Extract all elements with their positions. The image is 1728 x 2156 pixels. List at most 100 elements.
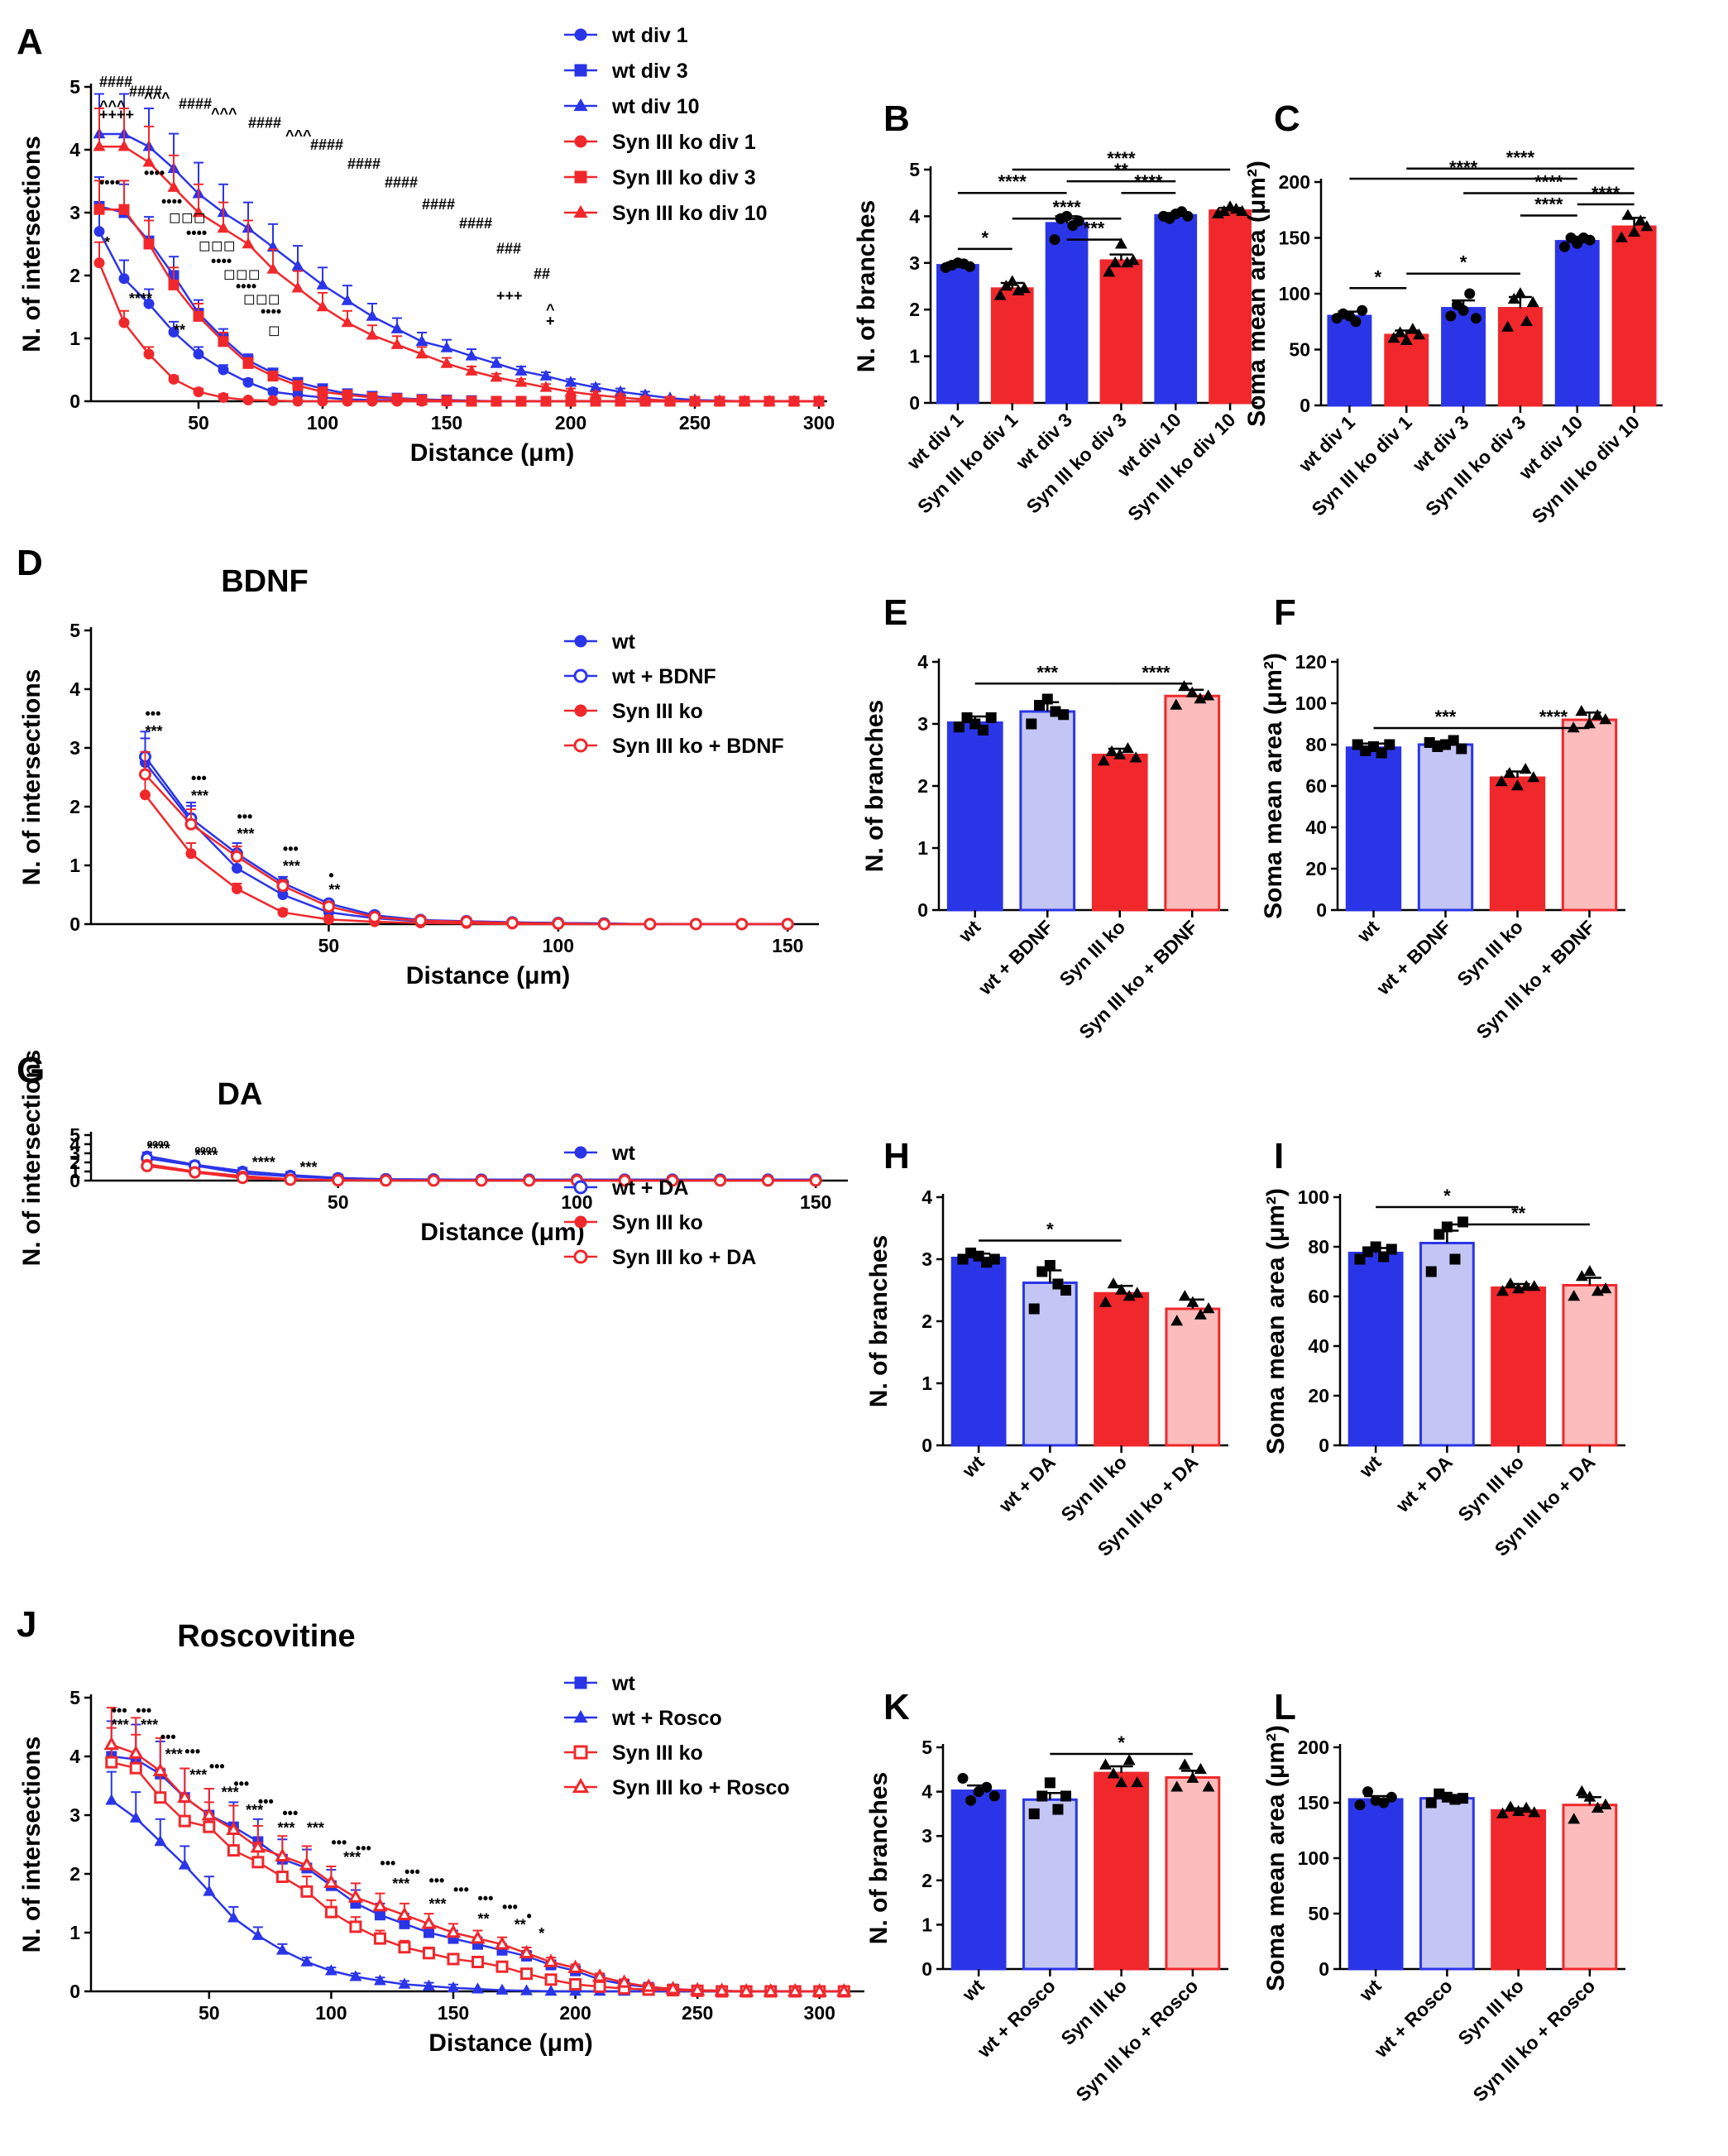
data-point bbox=[399, 1918, 410, 1929]
significance-label: ••• bbox=[112, 1702, 127, 1718]
data-point bbox=[1583, 1790, 1596, 1802]
data-point bbox=[398, 1941, 411, 1954]
y-tick-label: 80 bbox=[1308, 1236, 1329, 1258]
bar bbox=[1554, 240, 1600, 407]
bar bbox=[1165, 1307, 1221, 1447]
legend-item: Syn III ko + Rosco bbox=[564, 1776, 790, 1799]
data-point bbox=[118, 204, 130, 215]
data-point bbox=[495, 1960, 509, 1973]
legend-label: Syn III ko + BDNF bbox=[612, 735, 784, 758]
x-tick-label: 200 bbox=[559, 2002, 591, 2024]
significance-label: **** bbox=[1539, 707, 1568, 727]
data-point bbox=[836, 1983, 852, 1997]
data-point bbox=[1512, 1804, 1525, 1817]
data-point bbox=[242, 376, 254, 388]
x-tick-label: 150 bbox=[438, 2002, 469, 2024]
legend-marker bbox=[574, 170, 587, 184]
legend-marker bbox=[573, 1709, 588, 1723]
data-point bbox=[1511, 779, 1524, 791]
data-point bbox=[231, 883, 242, 894]
data-point bbox=[1583, 1265, 1596, 1277]
x-tick-label: Syn III ko bbox=[1056, 1451, 1131, 1526]
data-point bbox=[1186, 1771, 1199, 1783]
x-axis-label: Distance (μm) bbox=[410, 439, 574, 467]
data-point bbox=[1458, 1793, 1469, 1804]
y-tick-label: 2 bbox=[69, 1863, 80, 1885]
data-point bbox=[201, 1807, 217, 1821]
panel-letter: G bbox=[17, 1050, 45, 1090]
legend-item: wt bbox=[564, 1142, 635, 1165]
y-tick-label: 20 bbox=[1308, 1385, 1329, 1406]
data-point bbox=[1386, 1243, 1397, 1255]
data-point bbox=[1628, 225, 1641, 237]
significance-label: •••• bbox=[99, 175, 120, 191]
data-point bbox=[105, 1756, 118, 1769]
significance-label: •••• bbox=[161, 193, 182, 209]
data-point bbox=[1528, 1806, 1541, 1818]
data-point bbox=[447, 1952, 460, 1966]
y-tick-label: 100 bbox=[1279, 283, 1310, 304]
significance-label: *** bbox=[222, 1785, 239, 1801]
data-point bbox=[316, 300, 329, 312]
x-tick-label: Syn III ko div 3 bbox=[1421, 411, 1529, 520]
data-point bbox=[1052, 1804, 1064, 1815]
y-tick-label: 3 bbox=[921, 1248, 932, 1270]
series-line bbox=[98, 205, 819, 403]
data-point bbox=[322, 900, 335, 913]
data-point bbox=[250, 1839, 266, 1853]
data-point bbox=[1504, 1277, 1517, 1289]
significance-label: **** bbox=[1052, 197, 1081, 218]
bar-group: wt bbox=[946, 712, 1003, 946]
legend-label: Syn III ko bbox=[612, 1211, 703, 1234]
data-point bbox=[1501, 320, 1515, 332]
legend-marker bbox=[573, 1745, 588, 1760]
data-point bbox=[515, 364, 528, 376]
data-point bbox=[236, 1171, 249, 1185]
data-point bbox=[644, 917, 657, 931]
data-point bbox=[569, 1977, 582, 1991]
y-tick-label: 2 bbox=[921, 1310, 932, 1332]
data-point bbox=[1108, 256, 1122, 268]
data-point bbox=[1615, 231, 1628, 242]
data-point bbox=[1170, 698, 1183, 710]
data-point bbox=[372, 1898, 388, 1912]
chart-title: Roscovitine bbox=[177, 1619, 355, 1654]
data-point bbox=[1640, 220, 1654, 232]
data-point bbox=[1036, 1266, 1048, 1277]
data-point bbox=[1122, 742, 1134, 754]
x-tick-label: Syn III ko bbox=[1055, 916, 1129, 990]
y-tick-label: 1 bbox=[69, 1922, 80, 1943]
data-point bbox=[347, 1889, 364, 1903]
panel-f: F 0 20 40 60 80 100 120 Soma mean area (μm²) wtwt… bbox=[1260, 592, 1625, 1043]
significance-label: **** bbox=[1142, 662, 1170, 683]
data-point bbox=[490, 371, 503, 382]
x-tick-label: 150 bbox=[800, 1191, 831, 1213]
bar-group: wt bbox=[950, 1773, 1007, 2005]
legend-item: wt + BDNF bbox=[564, 665, 716, 688]
data-point bbox=[471, 1982, 484, 1994]
y-tick-label: 40 bbox=[1305, 817, 1327, 838]
x-tick-label: 300 bbox=[803, 412, 835, 434]
x-tick-label: 50 bbox=[318, 935, 340, 956]
significance-label: *** bbox=[145, 723, 162, 740]
data-point bbox=[154, 1791, 167, 1804]
data-point bbox=[1378, 1797, 1390, 1809]
legend-label: wt div 1 bbox=[611, 24, 688, 47]
y-tick-label: 1 bbox=[921, 1373, 932, 1394]
x-tick-label: Syn III ko + Rosco bbox=[1071, 1975, 1202, 2106]
significance-label: * bbox=[982, 228, 989, 248]
legend-marker bbox=[572, 1777, 590, 1794]
significance-label: *** bbox=[112, 1717, 129, 1733]
y-tick-label: 60 bbox=[1305, 775, 1327, 797]
y-tick-label: 2 bbox=[69, 1152, 80, 1173]
y-tick-label: 3 bbox=[909, 252, 920, 274]
bar bbox=[1154, 213, 1198, 405]
data-point bbox=[1376, 747, 1387, 759]
y-tick-label: 5 bbox=[69, 620, 80, 641]
significance-label: ^^^ bbox=[285, 127, 312, 144]
data-point bbox=[143, 348, 155, 360]
data-point bbox=[227, 1844, 240, 1857]
data-point bbox=[142, 156, 156, 167]
data-point bbox=[415, 334, 428, 347]
